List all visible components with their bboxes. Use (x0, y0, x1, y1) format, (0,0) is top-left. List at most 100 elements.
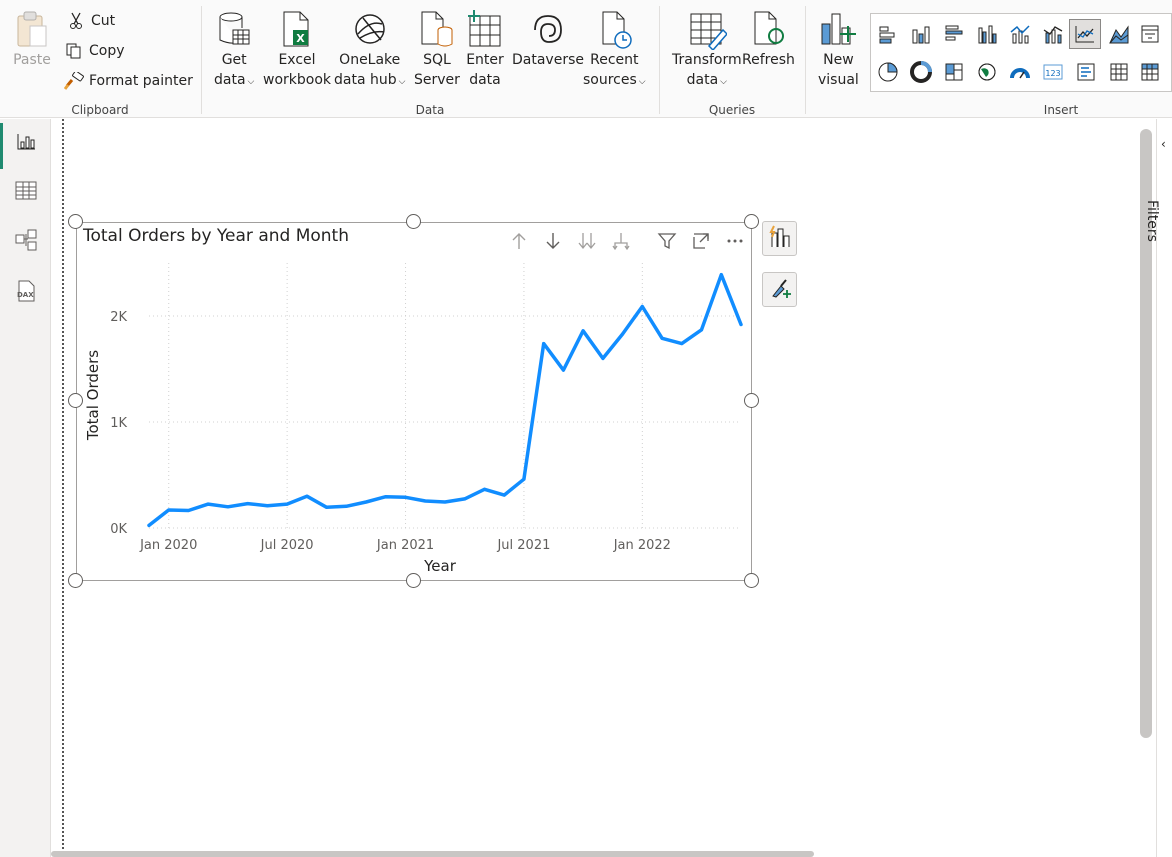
donut-chart-icon[interactable] (908, 59, 934, 85)
focus-mode-icon[interactable] (689, 229, 713, 253)
data-point (522, 477, 526, 481)
excel-icon: X (277, 10, 317, 50)
excel-workbook-button[interactable]: X Excel workbook (263, 10, 331, 90)
resize-handle-left[interactable] (68, 393, 83, 408)
canvas-horizontal-scrollbar[interactable] (51, 851, 814, 857)
paste-button[interactable]: Paste (12, 10, 52, 70)
filters-pane-label: Filters (1144, 200, 1160, 242)
resize-handle-right[interactable] (744, 393, 759, 408)
drill-up-icon[interactable] (507, 229, 531, 253)
line-chart-icon[interactable] (1069, 19, 1101, 49)
table-view-button[interactable] (0, 171, 51, 215)
ribbon-chart-icon[interactable] (1137, 21, 1163, 47)
multi-row-card-icon[interactable] (1073, 59, 1099, 85)
format-painter-button[interactable]: Format painter (64, 71, 193, 91)
onelake-data-hub-button[interactable]: OneLake data hub ⌵ (334, 10, 405, 92)
card-icon[interactable]: 123 (1040, 59, 1066, 85)
svg-text:123: 123 (1045, 69, 1060, 78)
enter-data-button[interactable]: Enter data (465, 10, 505, 90)
transform-data-icon (687, 10, 727, 50)
drill-down-icon[interactable] (541, 229, 565, 253)
expand-next-level-icon[interactable] (575, 229, 599, 253)
table-icon[interactable] (1106, 59, 1132, 85)
matrix-icon[interactable] (1137, 59, 1163, 85)
dax-icon: DAX (14, 280, 38, 306)
table-add-icon (465, 10, 505, 50)
format-brush-icon (768, 276, 792, 304)
model-view-icon (14, 229, 38, 255)
insert-group-label: Insert (1043, 103, 1079, 117)
data-point (463, 497, 467, 501)
onelake-icon (350, 10, 390, 50)
data-point (246, 502, 250, 506)
page-boundary (62, 119, 64, 857)
new-visual-button[interactable]: New visual (818, 10, 859, 90)
chevron-down-icon: ⌵ (247, 77, 255, 87)
cut-button[interactable]: Cut (66, 11, 115, 31)
data-point (325, 505, 329, 509)
data-point (502, 493, 506, 497)
line-stacked-column-chart-icon[interactable] (1007, 21, 1033, 47)
recent-sources-button[interactable]: Recent sources ⌵ (583, 10, 646, 92)
svg-text:X: X (296, 32, 305, 45)
clustered-bar-chart-icon[interactable] (941, 21, 967, 47)
area-chart-icon[interactable] (1106, 21, 1132, 47)
copy-button[interactable]: Copy (64, 41, 125, 61)
data-point (561, 368, 565, 372)
x-tick-label: Jul 2020 (260, 538, 314, 553)
sql-server-icon (417, 10, 457, 50)
data-point (265, 504, 269, 508)
data-point (601, 356, 605, 360)
copy-icon (64, 41, 84, 61)
y-tick-label: 0K (110, 522, 127, 537)
dataverse-button[interactable]: Dataverse (512, 10, 584, 70)
sql-server-button[interactable]: SQL Server (414, 10, 460, 90)
data-point (719, 273, 723, 277)
new-visual-icon (818, 10, 858, 50)
data-point (660, 336, 664, 340)
x-axis-ticks: Jan 2020 Jul 2020 Jan 2021 Jul 2021 Jan 2022 (139, 538, 671, 553)
transform-data-button[interactable]: Transform data ⌵ (672, 10, 742, 92)
series-line (147, 272, 743, 528)
refresh-icon (748, 10, 788, 50)
expand-hierarchy-icon[interactable] (609, 229, 633, 253)
gauge-icon[interactable] (1007, 59, 1033, 85)
canvas-vertical-scrollbar[interactable] (1140, 129, 1152, 738)
resize-handle-top-right[interactable] (744, 214, 759, 229)
report-view-button[interactable] (0, 121, 51, 169)
stacked-column-chart-icon[interactable] (908, 21, 934, 47)
data-point (700, 328, 704, 332)
filters-pane-collapsed[interactable]: ‹ (1156, 119, 1172, 857)
pie-chart-icon[interactable] (875, 59, 901, 85)
data-point (364, 500, 368, 504)
resize-handle-bottom[interactable] (406, 573, 421, 588)
chevron-left-icon[interactable]: ‹ (1161, 137, 1166, 151)
get-data-button[interactable]: Get data ⌵ (214, 10, 254, 92)
line-clustered-column-chart-icon[interactable] (1040, 21, 1066, 47)
resize-handle-top-left[interactable] (68, 214, 83, 229)
resize-handle-bottom-left[interactable] (68, 573, 83, 588)
data-point (581, 329, 585, 333)
format-visual-button[interactable] (762, 272, 797, 307)
svg-text:DAX: DAX (17, 291, 34, 299)
map-icon[interactable] (974, 59, 1000, 85)
y-tick-label: 1K (110, 416, 127, 431)
resize-handle-bottom-right[interactable] (744, 573, 759, 588)
dax-query-view-button[interactable]: DAX (0, 271, 51, 315)
data-point (186, 509, 190, 513)
visual-title: Total Orders by Year and Month (83, 226, 349, 246)
more-options-icon[interactable] (723, 229, 747, 253)
filter-icon[interactable] (655, 229, 679, 253)
treemap-icon[interactable] (941, 59, 967, 85)
line-chart-visual[interactable]: Total Orders by Year and Month 0K 1K 2K Ja… (76, 222, 752, 581)
format-painter-label: Format painter (89, 73, 193, 89)
dataverse-icon (528, 10, 568, 50)
model-view-button[interactable] (0, 220, 51, 264)
clustered-column-chart-icon[interactable] (974, 21, 1000, 47)
build-visual-button[interactable] (762, 221, 797, 256)
stacked-bar-chart-icon[interactable] (875, 21, 901, 47)
paste-icon (12, 10, 52, 50)
x-tick-label: Jan 2021 (376, 538, 434, 553)
resize-handle-top[interactable] (406, 214, 421, 229)
refresh-button[interactable]: Refresh (742, 10, 795, 70)
